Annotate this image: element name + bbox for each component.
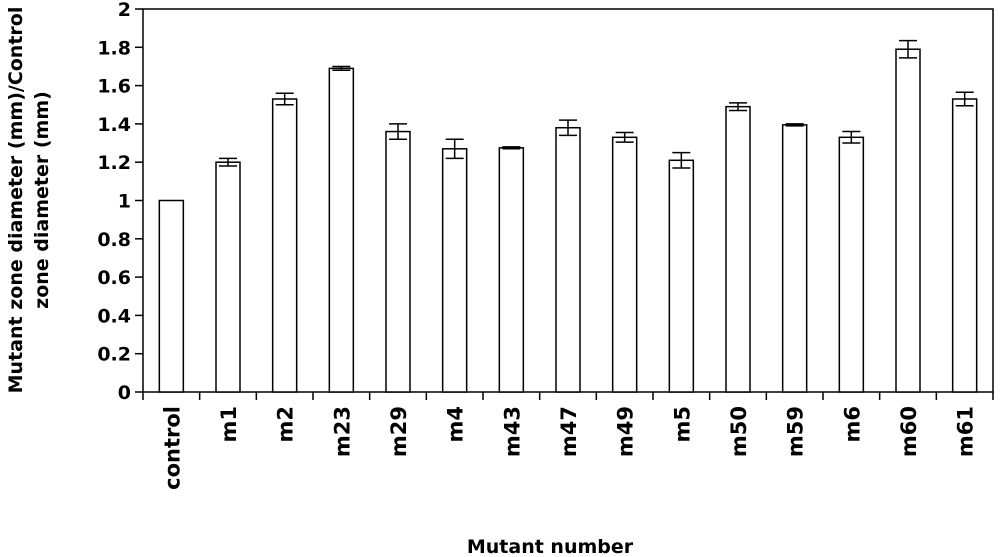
y-tick-label: 0.8	[97, 229, 131, 251]
x-category-label: m29	[387, 406, 411, 457]
bar-m6	[838, 136, 865, 393]
x-category-label: m23	[330, 406, 354, 457]
x-category-label: m49	[614, 406, 638, 457]
x-axis-title: Mutant number	[467, 536, 634, 557]
y-tick-label: 2	[118, 0, 131, 21]
bar-m49	[611, 136, 638, 393]
x-category-label: m61	[954, 406, 978, 457]
x-category-label: m43	[500, 406, 524, 457]
y-tick-label: 1.6	[97, 76, 131, 98]
plot-area: 0 0.2 0.4 0.6 0.8 1 1.2 1.4 1.6 1.8 2 control m1 m2 m2…	[97, 0, 994, 490]
bar-m61	[951, 98, 978, 393]
y-tick-label: 0.4	[97, 305, 131, 327]
y-tick-label: 1.8	[97, 37, 131, 59]
bar-m5	[668, 159, 695, 393]
x-category-label: m59	[784, 406, 808, 457]
y-tick-label: 0	[118, 382, 131, 404]
x-category-label: control	[160, 406, 184, 490]
bar-m59	[781, 124, 808, 393]
y-axis-title-line1: Mutant zone diameter (mm)/Control	[5, 7, 27, 394]
bar-m60	[895, 48, 921, 393]
y-tick-label: 0.6	[97, 267, 131, 289]
x-category-label: m1	[217, 406, 241, 443]
y-tick-label: 1	[118, 191, 131, 213]
bar-m43	[498, 147, 525, 393]
bar-m47	[555, 126, 581, 393]
bar-m29	[385, 130, 411, 393]
y-axis-title-line2: zone diameter (mm)	[31, 91, 53, 309]
bar-m1	[215, 161, 241, 393]
x-category-label: m47	[557, 406, 581, 457]
x-category-label: m60	[897, 406, 921, 457]
x-category-label: m50	[727, 406, 751, 457]
bar-m23	[328, 67, 355, 393]
y-tick-label: 1.4	[97, 114, 131, 136]
x-category-label: m4	[444, 406, 468, 443]
bar-control	[158, 199, 185, 393]
x-category-label: m2	[274, 406, 298, 443]
x-category-label: m6	[840, 406, 864, 443]
bar-m50	[725, 105, 751, 393]
y-tick-label: 1.2	[97, 152, 131, 174]
y-tick-label: 0.2	[97, 344, 131, 366]
x-category-label: m5	[670, 406, 694, 443]
bar-m4	[441, 148, 468, 393]
bar-m2	[271, 98, 298, 393]
